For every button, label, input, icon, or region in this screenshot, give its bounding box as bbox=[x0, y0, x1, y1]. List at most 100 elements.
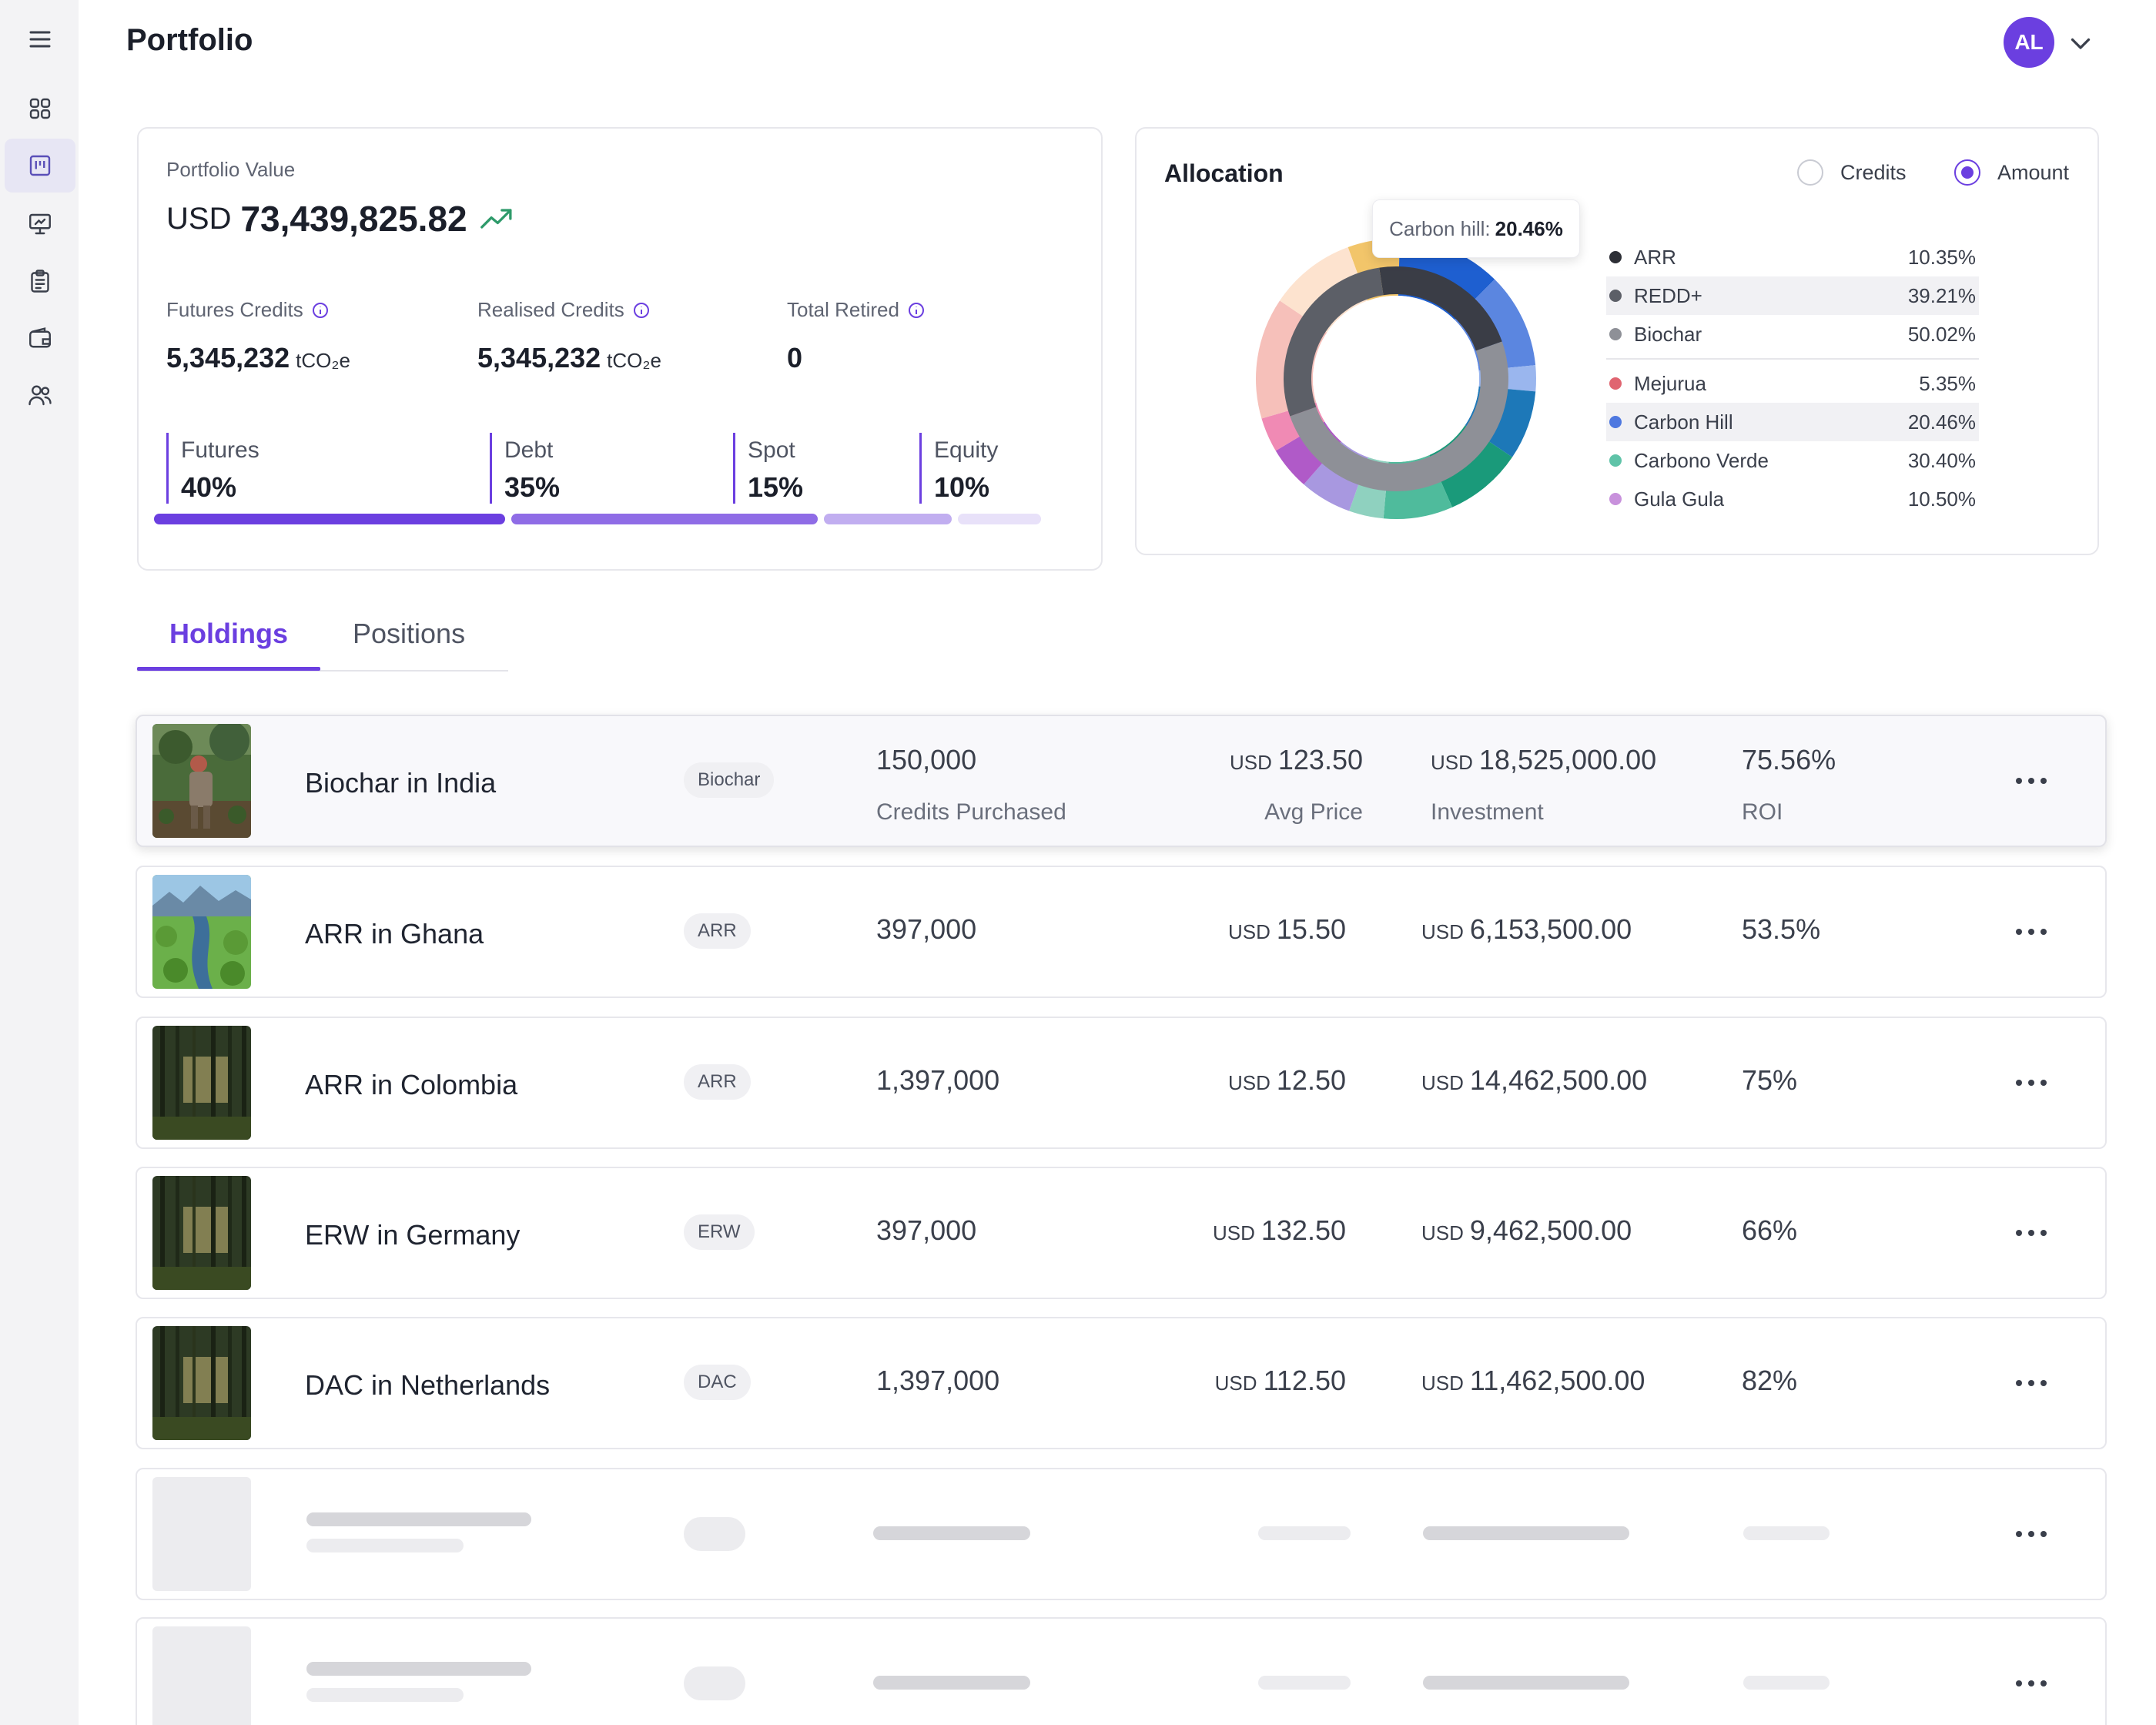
holding-roi: 75% bbox=[1742, 1064, 1798, 1096]
holding-credits: 1,397,000 bbox=[876, 1064, 1000, 1096]
holding-credits: 397,000 bbox=[876, 1214, 977, 1246]
legend-divider bbox=[1606, 358, 1979, 360]
sidebar-item-portfolio[interactable] bbox=[5, 139, 75, 193]
donut-inner-slice[interactable] bbox=[1290, 341, 1508, 491]
info-icon[interactable] bbox=[907, 301, 926, 320]
investment-value: 6,153,500.00 bbox=[1469, 913, 1632, 945]
sidebar bbox=[0, 0, 79, 1725]
legend-label: Mejurua bbox=[1634, 371, 1706, 395]
allocation-donut-chart[interactable] bbox=[1254, 236, 1538, 521]
legend-item-carbon-hill[interactable]: Carbon Hill 20.46% bbox=[1606, 403, 1979, 441]
holding-name[interactable]: Biochar in India bbox=[305, 767, 497, 799]
more-options-icon[interactable] bbox=[2008, 1219, 2054, 1247]
skeleton-line bbox=[1743, 1676, 1830, 1690]
legend-pct: 10.50% bbox=[1907, 487, 1976, 511]
split-spot: Spot 15% bbox=[733, 433, 803, 504]
legend-item-arr[interactable]: ARR 10.35% bbox=[1606, 238, 1979, 276]
holding-row[interactable]: ARR in Colombia ARR 1,397,000 USD 12.50 U… bbox=[136, 1017, 2107, 1149]
donut-inner-slice[interactable] bbox=[1379, 266, 1502, 351]
avatar[interactable]: AL bbox=[2004, 17, 2054, 68]
kanban-icon bbox=[29, 155, 51, 176]
holding-name[interactable]: ARR in Ghana bbox=[305, 918, 484, 950]
stat-realised-credits: Realised Credits 5,345,232 tCO₂e bbox=[477, 298, 661, 374]
radio-label: Amount bbox=[1997, 160, 2070, 184]
tab-holdings[interactable]: Holdings bbox=[169, 618, 288, 649]
allocation-title: Allocation bbox=[1164, 159, 1284, 187]
sidebar-item-dashboard[interactable] bbox=[5, 82, 75, 136]
sidebar-item-users[interactable] bbox=[5, 368, 75, 422]
grid-icon bbox=[29, 98, 51, 119]
credits-label: Credits Purchased bbox=[876, 799, 1066, 825]
currency-label: USD bbox=[1228, 1071, 1270, 1094]
skeleton-line bbox=[1423, 1676, 1629, 1690]
radio-circle-selected[interactable] bbox=[1954, 159, 1980, 186]
currency-label: USD bbox=[1421, 920, 1464, 943]
radio-circle[interactable] bbox=[1797, 159, 1823, 186]
holding-roi: 75.56% bbox=[1742, 744, 1836, 775]
legend-item-gula-gula[interactable]: Gula Gula 10.50% bbox=[1606, 480, 1979, 518]
page-title: Portfolio bbox=[126, 23, 253, 57]
radio-credits[interactable]: Credits bbox=[1797, 159, 1907, 186]
chevron-down-icon[interactable] bbox=[2067, 29, 2094, 57]
stat-futures-credits: Futures Credits 5,345,232 tCO₂e bbox=[166, 298, 350, 374]
skeleton-line bbox=[873, 1676, 1030, 1690]
more-options-icon[interactable] bbox=[2008, 918, 2054, 946]
stat-total-retired: Total Retired 0 bbox=[787, 298, 926, 374]
split-debt: Debt 35% bbox=[490, 433, 560, 504]
sidebar-item-clipboard[interactable] bbox=[5, 254, 75, 308]
stat-label: Realised Credits bbox=[477, 298, 624, 321]
legend-item-mejurua[interactable]: Mejurua 5.35% bbox=[1606, 364, 1979, 403]
split-value: 40% bbox=[181, 471, 237, 503]
info-icon[interactable] bbox=[632, 301, 651, 320]
holding-tag: ARR bbox=[684, 1064, 751, 1100]
menu-button[interactable] bbox=[5, 12, 75, 66]
holding-row[interactable]: ARR in Ghana ARR 397,000 USD 15.50 USD 6,1… bbox=[136, 866, 2107, 998]
split-bar-debt bbox=[511, 514, 818, 524]
more-options-icon[interactable] bbox=[2008, 1369, 2054, 1397]
holding-name[interactable]: DAC in Netherlands bbox=[305, 1369, 551, 1401]
sidebar-item-wallet[interactable] bbox=[5, 311, 75, 365]
legend-item-carbono-verde[interactable]: Carbono Verde 30.40% bbox=[1606, 441, 1979, 480]
more-options-icon[interactable] bbox=[2008, 1069, 2054, 1097]
legend-label: Biochar bbox=[1634, 322, 1702, 346]
legend-item-redd[interactable]: REDD+ 39.21% bbox=[1606, 276, 1979, 315]
investment-value: 9,462,500.00 bbox=[1469, 1214, 1632, 1246]
holding-name[interactable]: ERW in Germany bbox=[305, 1219, 521, 1251]
legend-label: Carbon Hill bbox=[1634, 410, 1733, 434]
skeleton-row bbox=[136, 1617, 2107, 1725]
users-icon bbox=[28, 385, 52, 406]
holding-credits: 397,000 bbox=[876, 913, 977, 945]
donut-outer-slice[interactable] bbox=[1280, 247, 1368, 333]
currency-label: USD bbox=[1228, 920, 1270, 943]
project-image bbox=[152, 875, 251, 989]
active-tab-indicator bbox=[137, 667, 320, 671]
split-value: 15% bbox=[748, 471, 804, 503]
legend-pct: 30.40% bbox=[1907, 448, 1976, 472]
radio-amount[interactable]: Amount bbox=[1954, 159, 2069, 186]
holding-name[interactable]: ARR in Colombia bbox=[305, 1069, 518, 1100]
donut-inner-slice[interactable] bbox=[1284, 267, 1384, 417]
split-label: Debt bbox=[504, 437, 554, 463]
stat-unit: tCO₂e bbox=[607, 349, 661, 372]
tab-positions[interactable]: Positions bbox=[353, 618, 466, 649]
currency-label: USD bbox=[1214, 1372, 1257, 1395]
legend-item-biochar[interactable]: Biochar 50.02% bbox=[1606, 315, 1979, 353]
portfolio-currency: USD bbox=[166, 201, 232, 236]
holding-row[interactable]: ERW in Germany ERW 397,000 USD 132.50 USD… bbox=[136, 1167, 2107, 1299]
holding-row[interactable]: DAC in Netherlands DAC 1,397,000 USD 112.… bbox=[136, 1317, 2107, 1449]
holding-investment: USD 9,462,500.00 bbox=[1421, 1214, 1632, 1247]
sidebar-item-presentation[interactable] bbox=[5, 197, 75, 251]
legend-dot bbox=[1609, 290, 1622, 302]
info-icon[interactable] bbox=[311, 301, 330, 320]
holding-row[interactable]: Biochar in India Biochar 150,000 Credits… bbox=[136, 715, 2107, 847]
more-options-icon[interactable] bbox=[2008, 1520, 2054, 1548]
legend-dot bbox=[1609, 251, 1622, 263]
skeleton-line bbox=[1423, 1526, 1629, 1540]
currency-label: USD bbox=[1229, 751, 1272, 774]
more-options-icon[interactable] bbox=[2008, 767, 2054, 795]
legend-pct: 50.02% bbox=[1907, 322, 1976, 346]
forest-image bbox=[152, 1176, 251, 1290]
split-value: 10% bbox=[934, 471, 990, 503]
stat-value: 5,345,232 bbox=[477, 342, 601, 373]
more-options-icon[interactable] bbox=[2008, 1670, 2054, 1697]
